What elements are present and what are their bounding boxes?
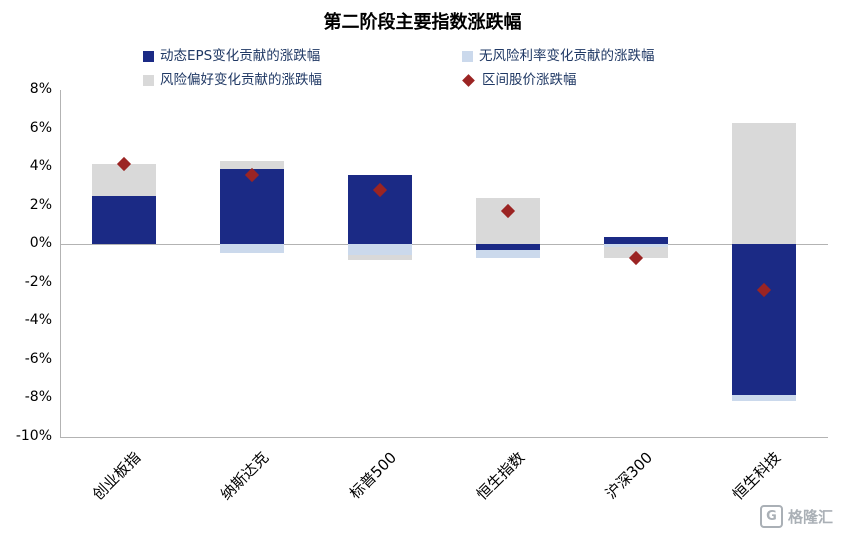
bar-segment <box>732 122 796 245</box>
legend-label: 区间股价涨跌幅 <box>482 72 577 88</box>
bar-segment <box>732 244 796 395</box>
bar-segment <box>604 244 668 248</box>
category-label: 沪深300 <box>601 448 657 503</box>
bar-segment <box>348 244 412 255</box>
y-axis-tick-label: -6% <box>24 350 52 367</box>
bar-segment <box>220 161 284 170</box>
y-axis-tick-label: -2% <box>24 273 52 290</box>
bar-segment <box>220 244 284 253</box>
y-axis-tick-label: -10% <box>15 428 52 444</box>
plot-area: 8% 6% 4% 2% 0% -2% -4% -6% -8% -10% 创业板指 纳斯达克 标普500 恒… <box>15 81 828 504</box>
y-axis-tick-label: 2% <box>29 196 52 213</box>
x-axis-line <box>60 437 828 438</box>
category-label: 恒生指数 <box>472 448 529 504</box>
y-axis-line <box>60 90 61 437</box>
gelonghui-logo-icon: G <box>759 505 783 528</box>
y-axis-tick-label: -8% <box>24 389 52 406</box>
y-axis-tick-label: 0% <box>29 235 52 252</box>
y-axis-tick-label: -4% <box>24 312 52 329</box>
category-label: 纳斯达克 <box>216 448 273 504</box>
legend-square-swatch-icon <box>143 75 154 86</box>
chart-title: 第二阶段主要指数涨跌幅 <box>323 12 522 33</box>
y-axis-tick-label: 6% <box>29 119 52 136</box>
chart: 第二阶段主要指数涨跌幅 动态EPS变化贡献的涨跌幅 无风险利率变化贡献的涨跌幅风险… <box>15 12 833 528</box>
legend-square-swatch-icon <box>462 51 473 62</box>
legend-item: 动态EPS变化贡献的涨跌幅 <box>143 48 462 65</box>
y-axis-tick-label: 8% <box>29 81 52 97</box>
gelonghui-watermark: G 格隆汇 <box>759 505 833 528</box>
bar-segment <box>476 244 540 250</box>
category-label: 标普500 <box>345 448 401 503</box>
legend-item: 风险偏好变化贡献的涨跌幅 <box>143 72 462 89</box>
legend-label: 动态EPS变化贡献的涨跌幅 <box>160 48 321 64</box>
y-axis-tick-label: 4% <box>29 158 52 175</box>
category-label: 恒生科技 <box>728 448 785 504</box>
legend-label: 风险偏好变化贡献的涨跌幅 <box>160 72 322 88</box>
bar-segment <box>92 196 156 245</box>
legend-label: 无风险利率变化贡献的涨跌幅 <box>479 48 655 64</box>
legend-item: 区间股价涨跌幅 <box>462 72 655 89</box>
bar-segment <box>348 254 412 260</box>
watermark-label: 格隆汇 <box>787 508 833 526</box>
legend-square-swatch-icon <box>143 51 154 62</box>
category-label: 创业板指 <box>88 448 145 504</box>
zero-line <box>60 244 828 245</box>
bar-segment <box>604 237 668 245</box>
bar-segment <box>476 250 540 258</box>
bar-segment <box>732 394 796 402</box>
chart-legend: 动态EPS变化贡献的涨跌幅 无风险利率变化贡献的涨跌幅风险偏好变化贡献的涨跌幅 区间… <box>143 48 655 89</box>
legend-item: 无风险利率变化贡献的涨跌幅 <box>462 48 655 65</box>
